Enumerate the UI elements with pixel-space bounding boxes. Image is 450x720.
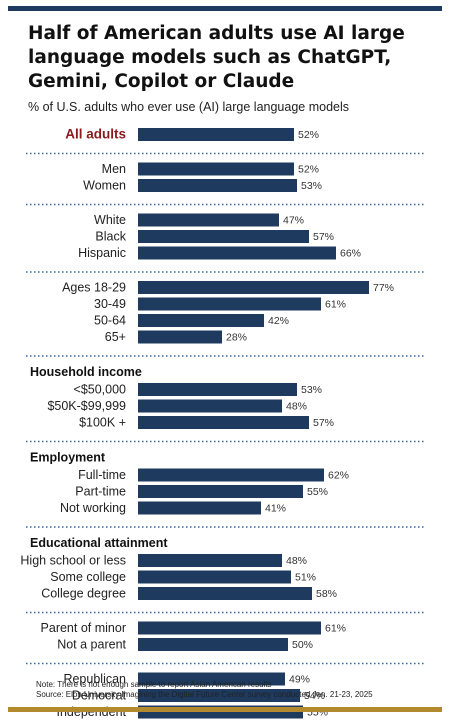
category-label: White (94, 213, 126, 227)
bar (138, 485, 303, 498)
data-label: 52% (298, 164, 319, 176)
category-label: Part-time (75, 485, 126, 499)
bar (138, 399, 282, 413)
bar (138, 416, 309, 429)
bar (138, 162, 294, 176)
bar (138, 230, 309, 243)
bar (138, 128, 294, 141)
data-label: 41% (265, 503, 286, 515)
data-label: 62% (328, 470, 349, 482)
bar (138, 281, 369, 294)
category-label: Some college (50, 570, 126, 584)
bar (138, 501, 261, 515)
bar (138, 621, 321, 635)
bar (138, 213, 279, 227)
bar (138, 638, 288, 651)
category-label: 65+ (105, 330, 126, 344)
data-label: 48% (286, 555, 307, 567)
data-label: 57% (313, 231, 334, 243)
bar (138, 587, 312, 600)
category-label: Women (83, 179, 126, 193)
category-label: 30-49 (94, 297, 126, 311)
category-label: <$50,000 (74, 383, 127, 397)
bar (138, 672, 285, 686)
data-label: 51% (295, 572, 316, 584)
category-label: Republican (63, 672, 126, 686)
category-label: Hispanic (78, 246, 126, 260)
group-heading: Employment (30, 451, 106, 465)
chart-subtitle: % of U.S. adults who ever use (AI) large… (28, 100, 350, 114)
group-heading: Household income (30, 365, 142, 379)
category-label: Ages 18-29 (62, 281, 126, 295)
chart-title: Half of American adults use AI large lan… (28, 23, 405, 92)
bar (138, 383, 297, 396)
category-label: Not working (60, 501, 126, 515)
data-label: 53% (301, 384, 322, 396)
category-label: 50-64 (94, 314, 126, 328)
category-label: College degree (41, 587, 126, 601)
data-label: 47% (283, 215, 304, 227)
category-label: Parent of minor (41, 621, 126, 635)
data-label: 61% (325, 623, 346, 635)
category-label: Not a parent (57, 638, 126, 652)
bar (138, 554, 282, 567)
top-rule (8, 6, 442, 11)
category-label: Full-time (78, 468, 126, 482)
data-label: 52% (298, 129, 319, 141)
data-label: 57% (313, 417, 334, 429)
data-label: 66% (340, 248, 361, 260)
bar (138, 246, 336, 260)
bar (138, 179, 297, 192)
note-text: Note: There is not enough sample to repo… (36, 680, 272, 689)
bar (138, 689, 300, 702)
data-label: 50% (292, 639, 313, 651)
category-label: $100K + (79, 416, 126, 430)
data-label: 55% (307, 486, 328, 498)
data-label: 54% (304, 690, 325, 702)
bar (138, 468, 324, 482)
bar (138, 330, 222, 344)
data-label: 77% (373, 282, 394, 294)
data-label: 49% (289, 674, 310, 686)
group-heading: Educational attainment (30, 536, 168, 550)
category-label: All adults (65, 127, 126, 142)
category-label: Black (95, 230, 126, 244)
category-label: Democrat (72, 689, 127, 703)
data-label: 58% (316, 588, 337, 600)
category-label: Men (102, 162, 126, 176)
data-label: 48% (286, 401, 307, 413)
chart-footnote: Note: There is not enough sample to repo… (36, 680, 373, 700)
data-label: 61% (325, 299, 346, 311)
bar (138, 314, 264, 327)
bar (138, 297, 321, 311)
bottom-rule (8, 707, 442, 712)
data-label: 53% (301, 180, 322, 192)
data-label: 28% (226, 332, 247, 344)
data-label: 42% (268, 315, 289, 327)
category-label: High school or less (20, 554, 126, 568)
bar (138, 570, 291, 584)
source-text: Source: Elon University Imagining the Di… (36, 690, 373, 699)
category-label: $50K-$99,999 (47, 399, 126, 413)
